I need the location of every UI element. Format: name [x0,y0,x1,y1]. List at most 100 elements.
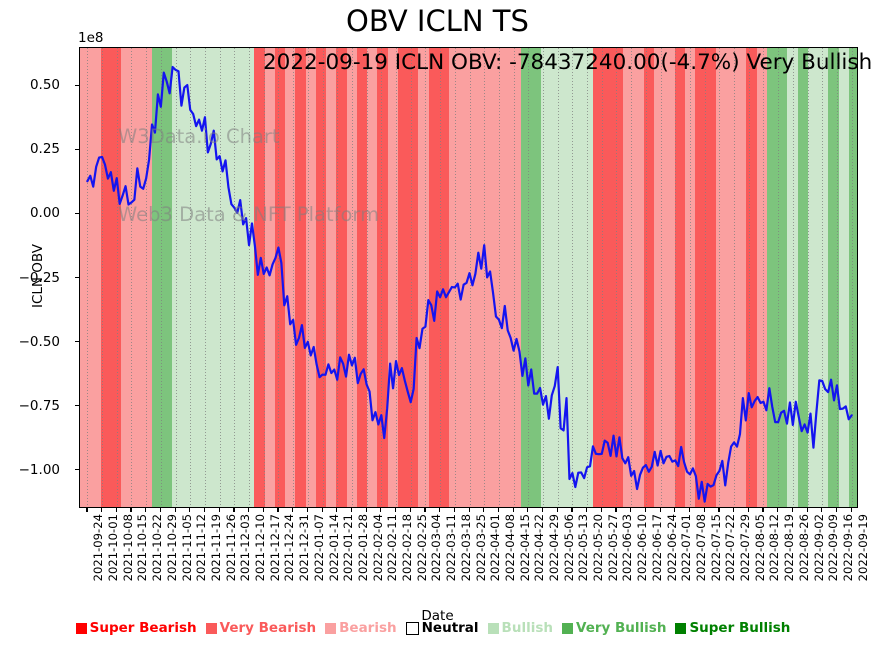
x-axis-tick-label: 2021-12-17 [267,514,282,582]
x-axis-tick-label: 2021-11-19 [208,514,223,582]
gridline [366,48,368,507]
gridline [440,48,442,507]
x-axis-tick-mark [365,508,367,512]
legend-entry[interactable]: Very Bearish [205,620,317,636]
x-axis-tick-mark [439,508,441,512]
legend-entry[interactable]: Super Bullish [675,620,790,636]
x-axis-tick-mark [791,508,794,512]
x-axis-tick-mark [733,508,735,512]
legend-label: Bullish [501,620,553,636]
gridline [719,48,721,507]
sentiment-band [223,48,235,507]
x-axis-tick-label: 2022-09-02 [811,514,826,582]
x-axis-tick-label: 2022-05-13 [576,514,591,582]
sentiment-band [643,48,655,507]
y-axis-tick-label: −1.00 [18,461,60,478]
x-axis-tick-mark [86,508,88,512]
y-axis-tick-mark [75,276,79,279]
obv-polyline [86,65,853,503]
gridline [572,48,574,507]
x-axis-tick-mark [189,508,191,512]
x-axis-tick-label: 2022-05-27 [605,514,620,582]
gridline [689,48,691,507]
x-axis-tick-label: 2021-10-08 [120,514,135,582]
x-axis-tick-label: 2022-06-17 [649,514,664,582]
sentiment-band [254,48,266,507]
x-axis-tick-label: 2021-10-22 [150,514,165,582]
sentiment-band [613,48,624,507]
y-axis-tick-label: −0.25 [18,269,60,286]
legend-entry[interactable]: Neutral [405,620,479,636]
x-axis-tick-label: 2021-12-31 [297,514,312,582]
y-axis-tick-mark [75,404,79,407]
sentiment-band [766,48,778,507]
sentiment-band [377,48,389,507]
gridline [704,48,706,507]
sentiment-band [356,48,368,507]
gridline [851,48,853,507]
sentiment-band [438,48,450,507]
sentiment-band [777,48,788,507]
x-axis-tick-mark [218,508,220,512]
sentiment-band [418,48,430,507]
legend-entry[interactable]: Bearish [325,620,397,636]
x-axis-tick-label: 2022-07-29 [738,514,753,582]
x-axis-tick-label: 2022-07-08 [693,514,708,582]
legend-entry[interactable]: Super Bearish [75,620,197,636]
x-axis-tick-label: 2022-06-03 [620,514,635,582]
gridline [807,48,809,507]
legend-entry[interactable]: Bullish [487,620,553,636]
x-axis-tick-mark [541,508,544,512]
x-axis-tick-mark [747,508,749,512]
x-axis-tick-mark [527,508,529,512]
x-axis-tick-label: 2021-12-03 [238,514,253,582]
x-axis-tick-label: 2022-05-20 [591,514,606,582]
sentiment-band [131,48,143,507]
sentiment-band [838,48,850,507]
x-axis-tick-mark [703,508,705,512]
x-axis-tick-label: 2022-02-04 [370,514,385,582]
sentiment-band [336,48,348,507]
x-axis-tick-mark [145,508,147,512]
gridline [792,48,794,507]
x-axis-tick-mark [600,508,602,512]
legend-label: Very Bullish [575,620,667,636]
legend-label: Very Bearish [219,620,317,636]
sentiment-band [387,48,399,507]
gridline [131,48,133,507]
x-axis-tick-label: 2022-08-05 [752,514,767,582]
x-axis-tick-label: 2022-09-16 [840,514,855,582]
x-axis-tick-mark [571,508,573,512]
legend-label: Bearish [339,620,397,636]
x-axis-tick-mark [777,508,779,512]
gridline [660,48,662,507]
x-axis-tick-mark [233,508,235,512]
x-axis-tick-label: 2022-04-01 [488,514,503,582]
sentiment-band [295,48,307,507]
sentiment-band [459,48,471,507]
x-axis-tick-mark [424,508,426,512]
gridline [425,48,427,507]
gridline [175,48,177,507]
sentiment-band [541,48,553,507]
y-axis-offset-label: 1e8 [78,30,104,46]
x-axis-tick-mark [115,508,117,512]
sentiment-band [100,48,112,507]
x-axis-tick-mark [350,508,353,512]
gridline [616,48,618,507]
x-axis-tick-mark [277,508,279,512]
sentiment-band [326,48,337,507]
x-axis-tick-mark [556,508,558,512]
gridline [748,48,750,507]
legend-entry[interactable]: Very Bullish [561,620,667,636]
x-axis-tick-mark [101,508,103,512]
sentiment-band [367,48,378,507]
sentiment-band [490,48,501,507]
sentiment-band [172,48,184,507]
sentiment-band [705,48,717,507]
x-axis-tick-mark [659,508,661,512]
sentiment-band [182,48,194,507]
gridline [381,48,383,507]
x-axis-tick-label: 2022-02-11 [385,514,400,582]
